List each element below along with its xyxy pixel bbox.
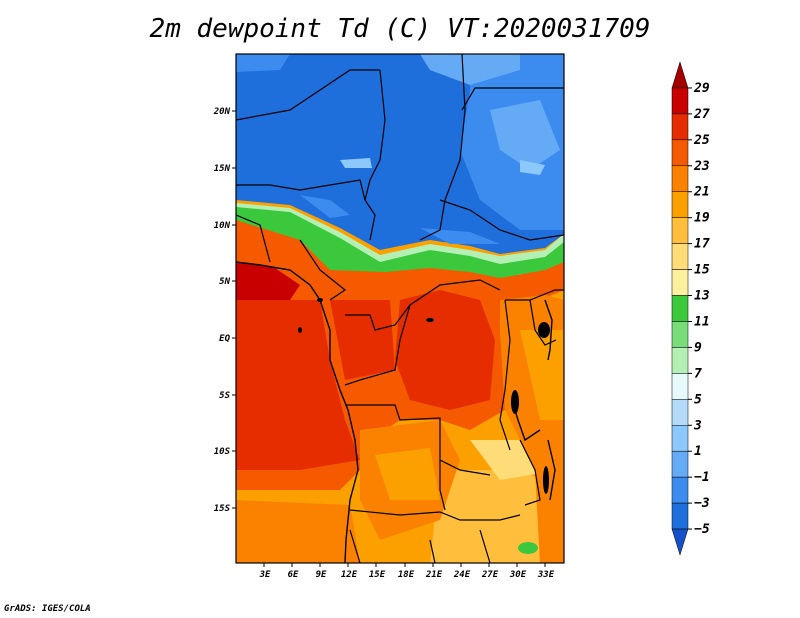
colorbar-segment xyxy=(671,502,689,530)
colorbar-segment xyxy=(671,217,689,244)
lon-axis: 3E 6E 9E 12E 15E 18E 21E 24E 27E 30E 33E xyxy=(259,563,555,580)
colorbar-segment xyxy=(671,450,689,478)
lon-tick-label: 24E xyxy=(453,570,471,580)
colorbar-level-label: 9 xyxy=(694,340,702,355)
lon-tick-label: 3E xyxy=(259,570,271,580)
colorbar-level-label: 1 xyxy=(694,444,702,459)
colorbar-level-label: 21 xyxy=(693,185,710,200)
colorbar-segment xyxy=(671,61,689,89)
map-frame xyxy=(235,53,565,564)
colorbar-level-label: 29 xyxy=(693,81,710,96)
colorbar-segment xyxy=(671,113,689,141)
map-title: 2m dewpoint Td (C) VT:2020031709 xyxy=(149,14,651,44)
colorbar-level-label: 3 xyxy=(693,418,702,433)
colorbar-segment xyxy=(671,347,689,374)
colorbar-level-label: −3 xyxy=(694,496,710,511)
colorbar-segment xyxy=(671,139,689,167)
lon-tick-label: 9E xyxy=(316,570,327,580)
colorbar-level-label: −5 xyxy=(694,522,710,537)
lat-tick-label: 15S xyxy=(214,504,231,514)
colorbar-level-label: 19 xyxy=(694,211,710,226)
colorbar-level-label: 17 xyxy=(694,237,710,252)
colorbar-segment xyxy=(671,269,689,296)
lat-tick-label: 5N xyxy=(219,277,230,287)
colorbar-labels: 29 27 25 23 21 19 17 15 13 11 9 7 5 3 1 −1 −3 −5 xyxy=(688,81,710,537)
colorbar-level-label: 13 xyxy=(694,289,710,304)
lakes xyxy=(298,298,550,494)
colorbar-segment xyxy=(671,528,689,556)
lat-tick-label: 15N xyxy=(214,164,231,174)
footer-credit: GrADS: IGES/COLA xyxy=(4,604,91,614)
lat-tick-label: 5S xyxy=(219,391,230,401)
lon-tick-label: 6E xyxy=(288,570,299,580)
colorbar-segment xyxy=(671,321,689,348)
colorbar-segment xyxy=(671,165,689,192)
colorbar-segment xyxy=(671,295,689,322)
colorbar-segment xyxy=(671,399,689,426)
dewpoint-field xyxy=(236,54,564,563)
colorbar-level-label: 25 xyxy=(693,133,710,148)
colorbar xyxy=(671,61,689,556)
lon-tick-label: 30E xyxy=(509,570,527,580)
colorbar-level-label: 7 xyxy=(694,366,702,381)
lon-tick-label: 15E xyxy=(369,570,386,580)
colorbar-level-label: 15 xyxy=(694,263,710,278)
colorbar-segment xyxy=(671,243,689,270)
lat-tick-label: EQ xyxy=(219,334,230,344)
colorbar-level-label: 23 xyxy=(693,159,710,174)
colorbar-level-label: 27 xyxy=(693,107,710,122)
lon-tick-label: 12E xyxy=(341,570,358,580)
lon-tick-label: 33E xyxy=(537,570,555,580)
lat-tick-label: 10N xyxy=(214,221,231,231)
colorbar-segment xyxy=(671,373,689,400)
lat-tick-label: 20N xyxy=(213,107,231,117)
colorbar-segment xyxy=(671,87,689,115)
colorbar-level-label: 5 xyxy=(694,392,702,407)
colorbar-segment xyxy=(671,425,689,452)
lon-tick-label: 18E xyxy=(398,570,415,580)
lon-tick-label: 27E xyxy=(481,570,499,580)
lon-tick-label: 21E xyxy=(425,570,443,580)
colorbar-level-label: −1 xyxy=(694,470,710,485)
country-borders xyxy=(236,54,564,563)
colorbar-level-label: 11 xyxy=(694,314,710,329)
colorbar-segment xyxy=(671,191,689,218)
lat-tick-label: 10S xyxy=(214,447,231,457)
lat-axis: 20N 15N 10N 5N EQ 5S 10S 15S xyxy=(213,107,236,514)
colorbar-segment xyxy=(671,476,689,504)
